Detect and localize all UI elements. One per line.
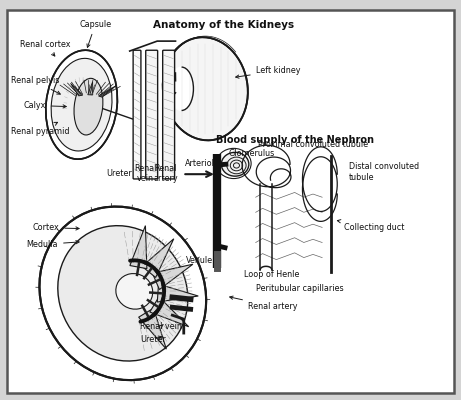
Text: Left kidney: Left kidney (236, 66, 300, 78)
Text: Capsule: Capsule (79, 20, 112, 47)
Text: Renal pyramid: Renal pyramid (11, 122, 69, 136)
FancyBboxPatch shape (133, 50, 141, 179)
Text: Renal cortex: Renal cortex (20, 40, 70, 56)
Text: Medulla: Medulla (27, 240, 79, 249)
Text: Loop of Henle: Loop of Henle (244, 270, 300, 279)
Text: Venule: Venule (186, 256, 213, 265)
Polygon shape (153, 264, 193, 290)
FancyBboxPatch shape (163, 50, 175, 179)
Text: Blood supply of the Nephron: Blood supply of the Nephron (216, 135, 374, 145)
Ellipse shape (46, 50, 118, 159)
Ellipse shape (40, 206, 206, 380)
Polygon shape (88, 82, 93, 95)
Text: Calyx: Calyx (24, 101, 66, 110)
Ellipse shape (116, 274, 153, 309)
FancyBboxPatch shape (7, 10, 454, 394)
Polygon shape (139, 308, 166, 349)
Ellipse shape (58, 226, 188, 361)
Polygon shape (130, 226, 147, 269)
Polygon shape (157, 284, 198, 302)
Ellipse shape (163, 37, 248, 140)
Text: Glomerulus: Glomerulus (229, 149, 275, 158)
Text: Proximal convoluted tubule: Proximal convoluted tubule (258, 140, 368, 149)
Text: Renal
artery: Renal artery (153, 164, 178, 183)
Text: Renal pelvis: Renal pelvis (11, 76, 60, 94)
Ellipse shape (170, 67, 194, 110)
Polygon shape (142, 239, 174, 278)
Polygon shape (150, 297, 189, 327)
FancyBboxPatch shape (146, 50, 158, 179)
Text: Distal convoluted
tubule: Distal convoluted tubule (349, 162, 419, 182)
Text: Anatomy of the Kidneys: Anatomy of the Kidneys (153, 20, 294, 30)
Polygon shape (71, 83, 83, 96)
Text: Peritubular capillaries: Peritubular capillaries (256, 284, 343, 293)
Text: Arteriole: Arteriole (185, 159, 219, 168)
Ellipse shape (74, 78, 103, 135)
Text: Ureter: Ureter (107, 169, 132, 178)
Text: Renal
vein: Renal vein (135, 164, 157, 183)
Text: Renal vein: Renal vein (140, 322, 182, 331)
Text: Cortex: Cortex (33, 223, 79, 232)
Text: Renal artery: Renal artery (230, 296, 297, 311)
Ellipse shape (51, 58, 112, 151)
Text: Ureter: Ureter (140, 334, 166, 344)
Circle shape (221, 152, 249, 176)
Text: Collecting duct: Collecting duct (337, 220, 404, 232)
Polygon shape (99, 86, 116, 97)
